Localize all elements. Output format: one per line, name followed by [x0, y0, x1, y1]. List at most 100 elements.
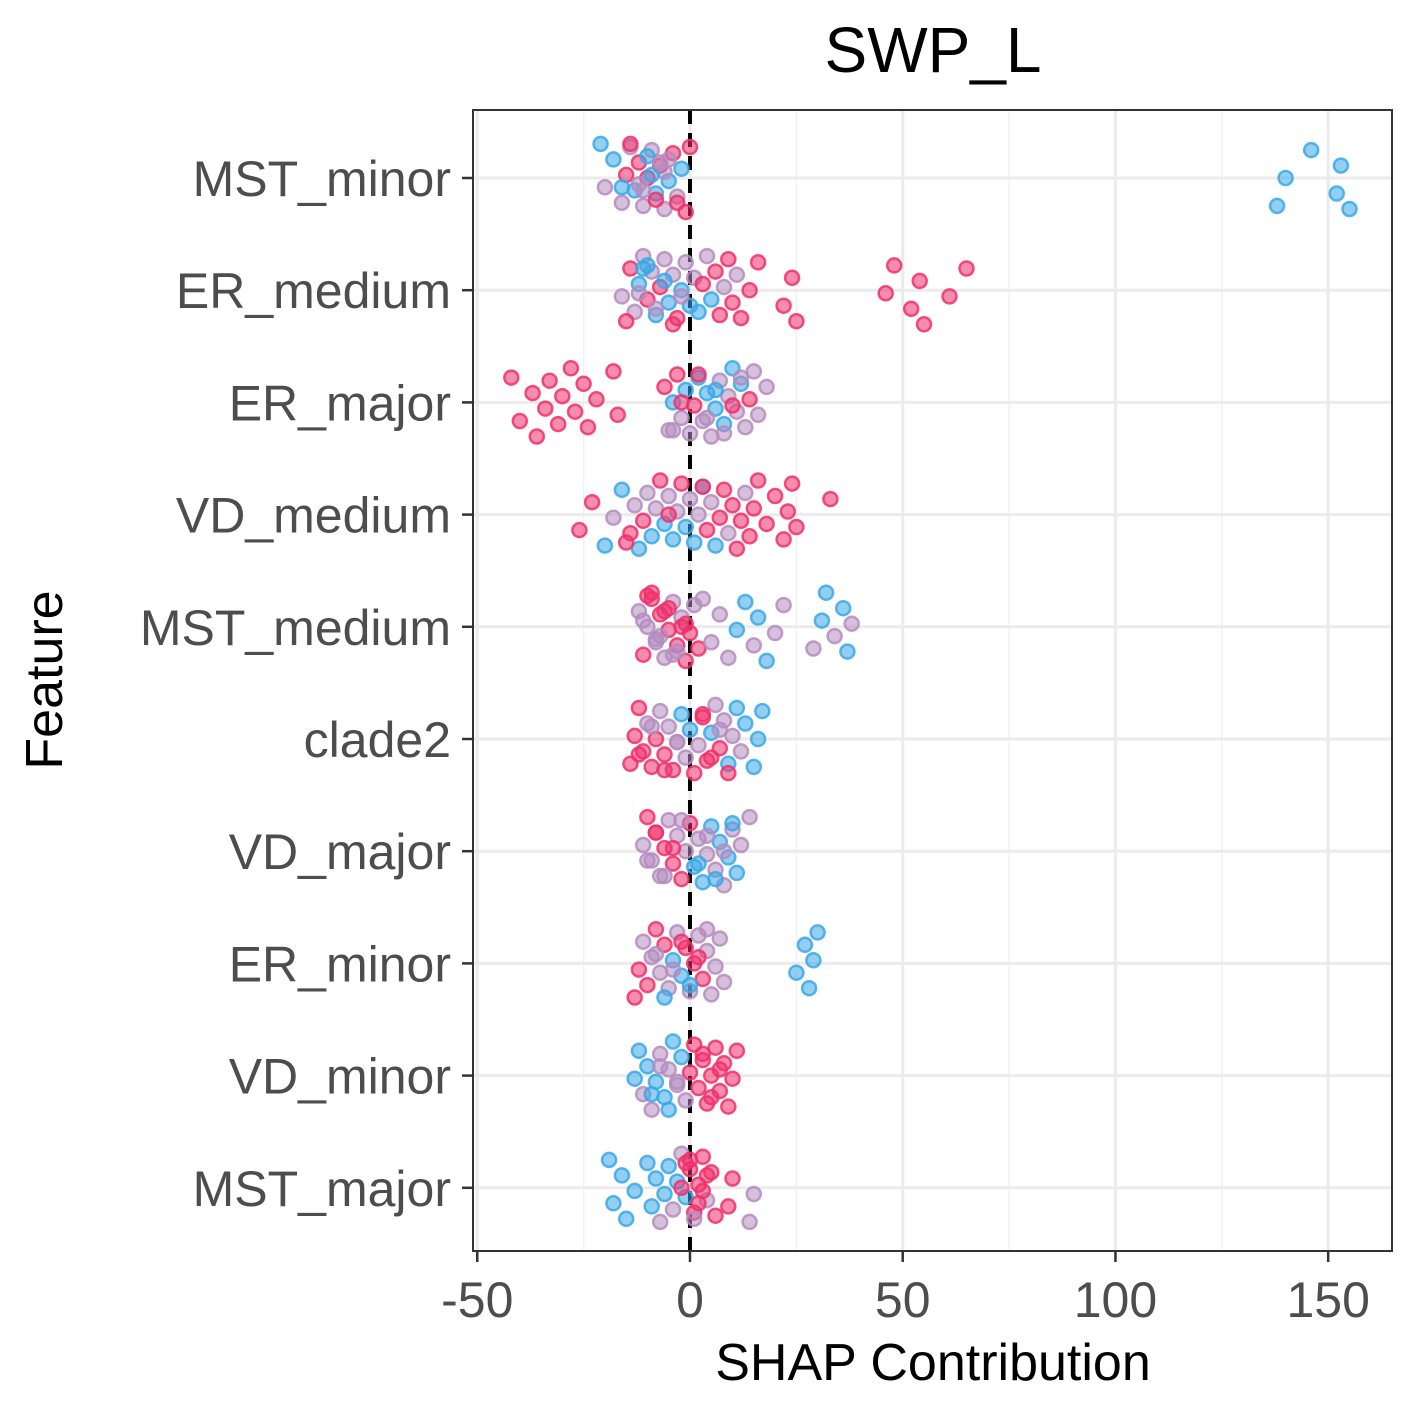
- shap-point: [703, 749, 720, 766]
- shap-point: [694, 478, 712, 495]
- shap-point: [703, 1089, 720, 1106]
- shap-point: [783, 475, 801, 492]
- y-tick-label: ER_major: [229, 375, 451, 431]
- shap-point: [643, 718, 660, 735]
- shap-point: [720, 649, 737, 667]
- x-tick-label: -50: [441, 1272, 513, 1328]
- shap-point: [941, 288, 958, 305]
- shap-point: [634, 197, 652, 215]
- shap-point: [673, 394, 690, 411]
- shap-point: [681, 976, 699, 994]
- shap-point: [626, 989, 643, 1006]
- shap-point: [673, 618, 690, 636]
- shap-point: [647, 630, 665, 648]
- shap-point: [634, 182, 652, 199]
- shap-point: [720, 250, 737, 268]
- shap-point: [707, 1207, 724, 1224]
- shap-point: [690, 736, 707, 754]
- shap-point: [613, 179, 631, 196]
- shap-point: [758, 515, 775, 533]
- x-axis: -50 0 50 100 150: [441, 1251, 1370, 1328]
- shap-point: [617, 1210, 635, 1228]
- shap-point: [775, 596, 792, 614]
- shap-point: [788, 964, 805, 981]
- shap-point: [703, 634, 720, 651]
- shap-point: [647, 300, 665, 318]
- shap-point: [656, 989, 673, 1006]
- shap-point: [775, 297, 792, 314]
- shap-point: [1277, 169, 1294, 187]
- shap-point: [647, 500, 665, 517]
- shap-point: [707, 1039, 724, 1056]
- shap-point: [724, 1170, 741, 1187]
- shap-point: [690, 303, 707, 321]
- y-tick-label: VD_major: [229, 824, 451, 880]
- shap-point: [566, 403, 584, 420]
- shap-point: [754, 702, 771, 720]
- shap-point: [617, 534, 635, 551]
- y-tick-label: ER_minor: [229, 936, 451, 992]
- shap-point: [809, 924, 826, 941]
- shap-point: [1302, 141, 1320, 159]
- shap-point: [720, 524, 737, 542]
- shap-point: [685, 764, 703, 782]
- shap-point: [1341, 200, 1358, 218]
- shap-point: [668, 733, 686, 751]
- shap-point: [737, 715, 754, 732]
- shap-point: [720, 764, 737, 782]
- shap-point: [634, 260, 652, 277]
- shap-point: [724, 294, 741, 311]
- chart-title: SWP_L: [825, 14, 1042, 86]
- shap-point: [766, 487, 784, 505]
- shap-point: [634, 646, 652, 663]
- shap-point: [630, 540, 648, 557]
- shap-point: [562, 360, 580, 377]
- shap-point: [715, 973, 733, 991]
- shap-point: [783, 269, 801, 287]
- y-tick-label: clade2: [304, 712, 451, 768]
- shap-point: [664, 646, 682, 663]
- shap-point: [549, 415, 567, 433]
- shap-point: [741, 391, 758, 408]
- y-tick-label: ER_medium: [176, 263, 451, 319]
- shap-point: [634, 836, 652, 854]
- shap-point: [630, 699, 648, 717]
- shap-point: [741, 528, 758, 545]
- shap-point: [656, 746, 673, 763]
- shap-point: [690, 366, 707, 383]
- shap-point: [758, 652, 775, 670]
- shap-point: [605, 1195, 622, 1212]
- shap-point: [630, 961, 648, 978]
- shap-point: [528, 428, 546, 445]
- shap-point: [639, 852, 656, 869]
- shap-point: [915, 316, 933, 333]
- shap-point: [537, 400, 554, 417]
- shap-point: [843, 615, 860, 632]
- shap-point: [656, 603, 673, 620]
- shap-point: [822, 490, 839, 508]
- shap-point: [677, 1154, 694, 1172]
- shap-point: [711, 721, 729, 738]
- shap-point: [724, 497, 741, 514]
- shap-point: [643, 166, 660, 184]
- shap-point: [643, 1198, 660, 1215]
- shap-point: [707, 696, 724, 714]
- shap-point: [643, 528, 660, 545]
- shap-point: [643, 1101, 660, 1118]
- shap-point: [651, 1058, 669, 1075]
- shap-point: [673, 409, 690, 427]
- shap-point: [677, 749, 694, 766]
- shap-point: [703, 986, 720, 1003]
- y-axis: MST_minor ER_medium ER_major VD_medium MST_m…: [140, 151, 473, 1217]
- shap-point: [579, 418, 597, 436]
- shap-point: [732, 743, 750, 760]
- shap-point: [673, 870, 690, 888]
- shap-point: [728, 621, 746, 639]
- shap-point: [673, 288, 690, 305]
- shap-point: [630, 746, 648, 763]
- shap-point: [805, 952, 822, 969]
- shap-point: [1268, 197, 1286, 215]
- shap-point: [745, 637, 763, 654]
- shap-point: [720, 1098, 737, 1115]
